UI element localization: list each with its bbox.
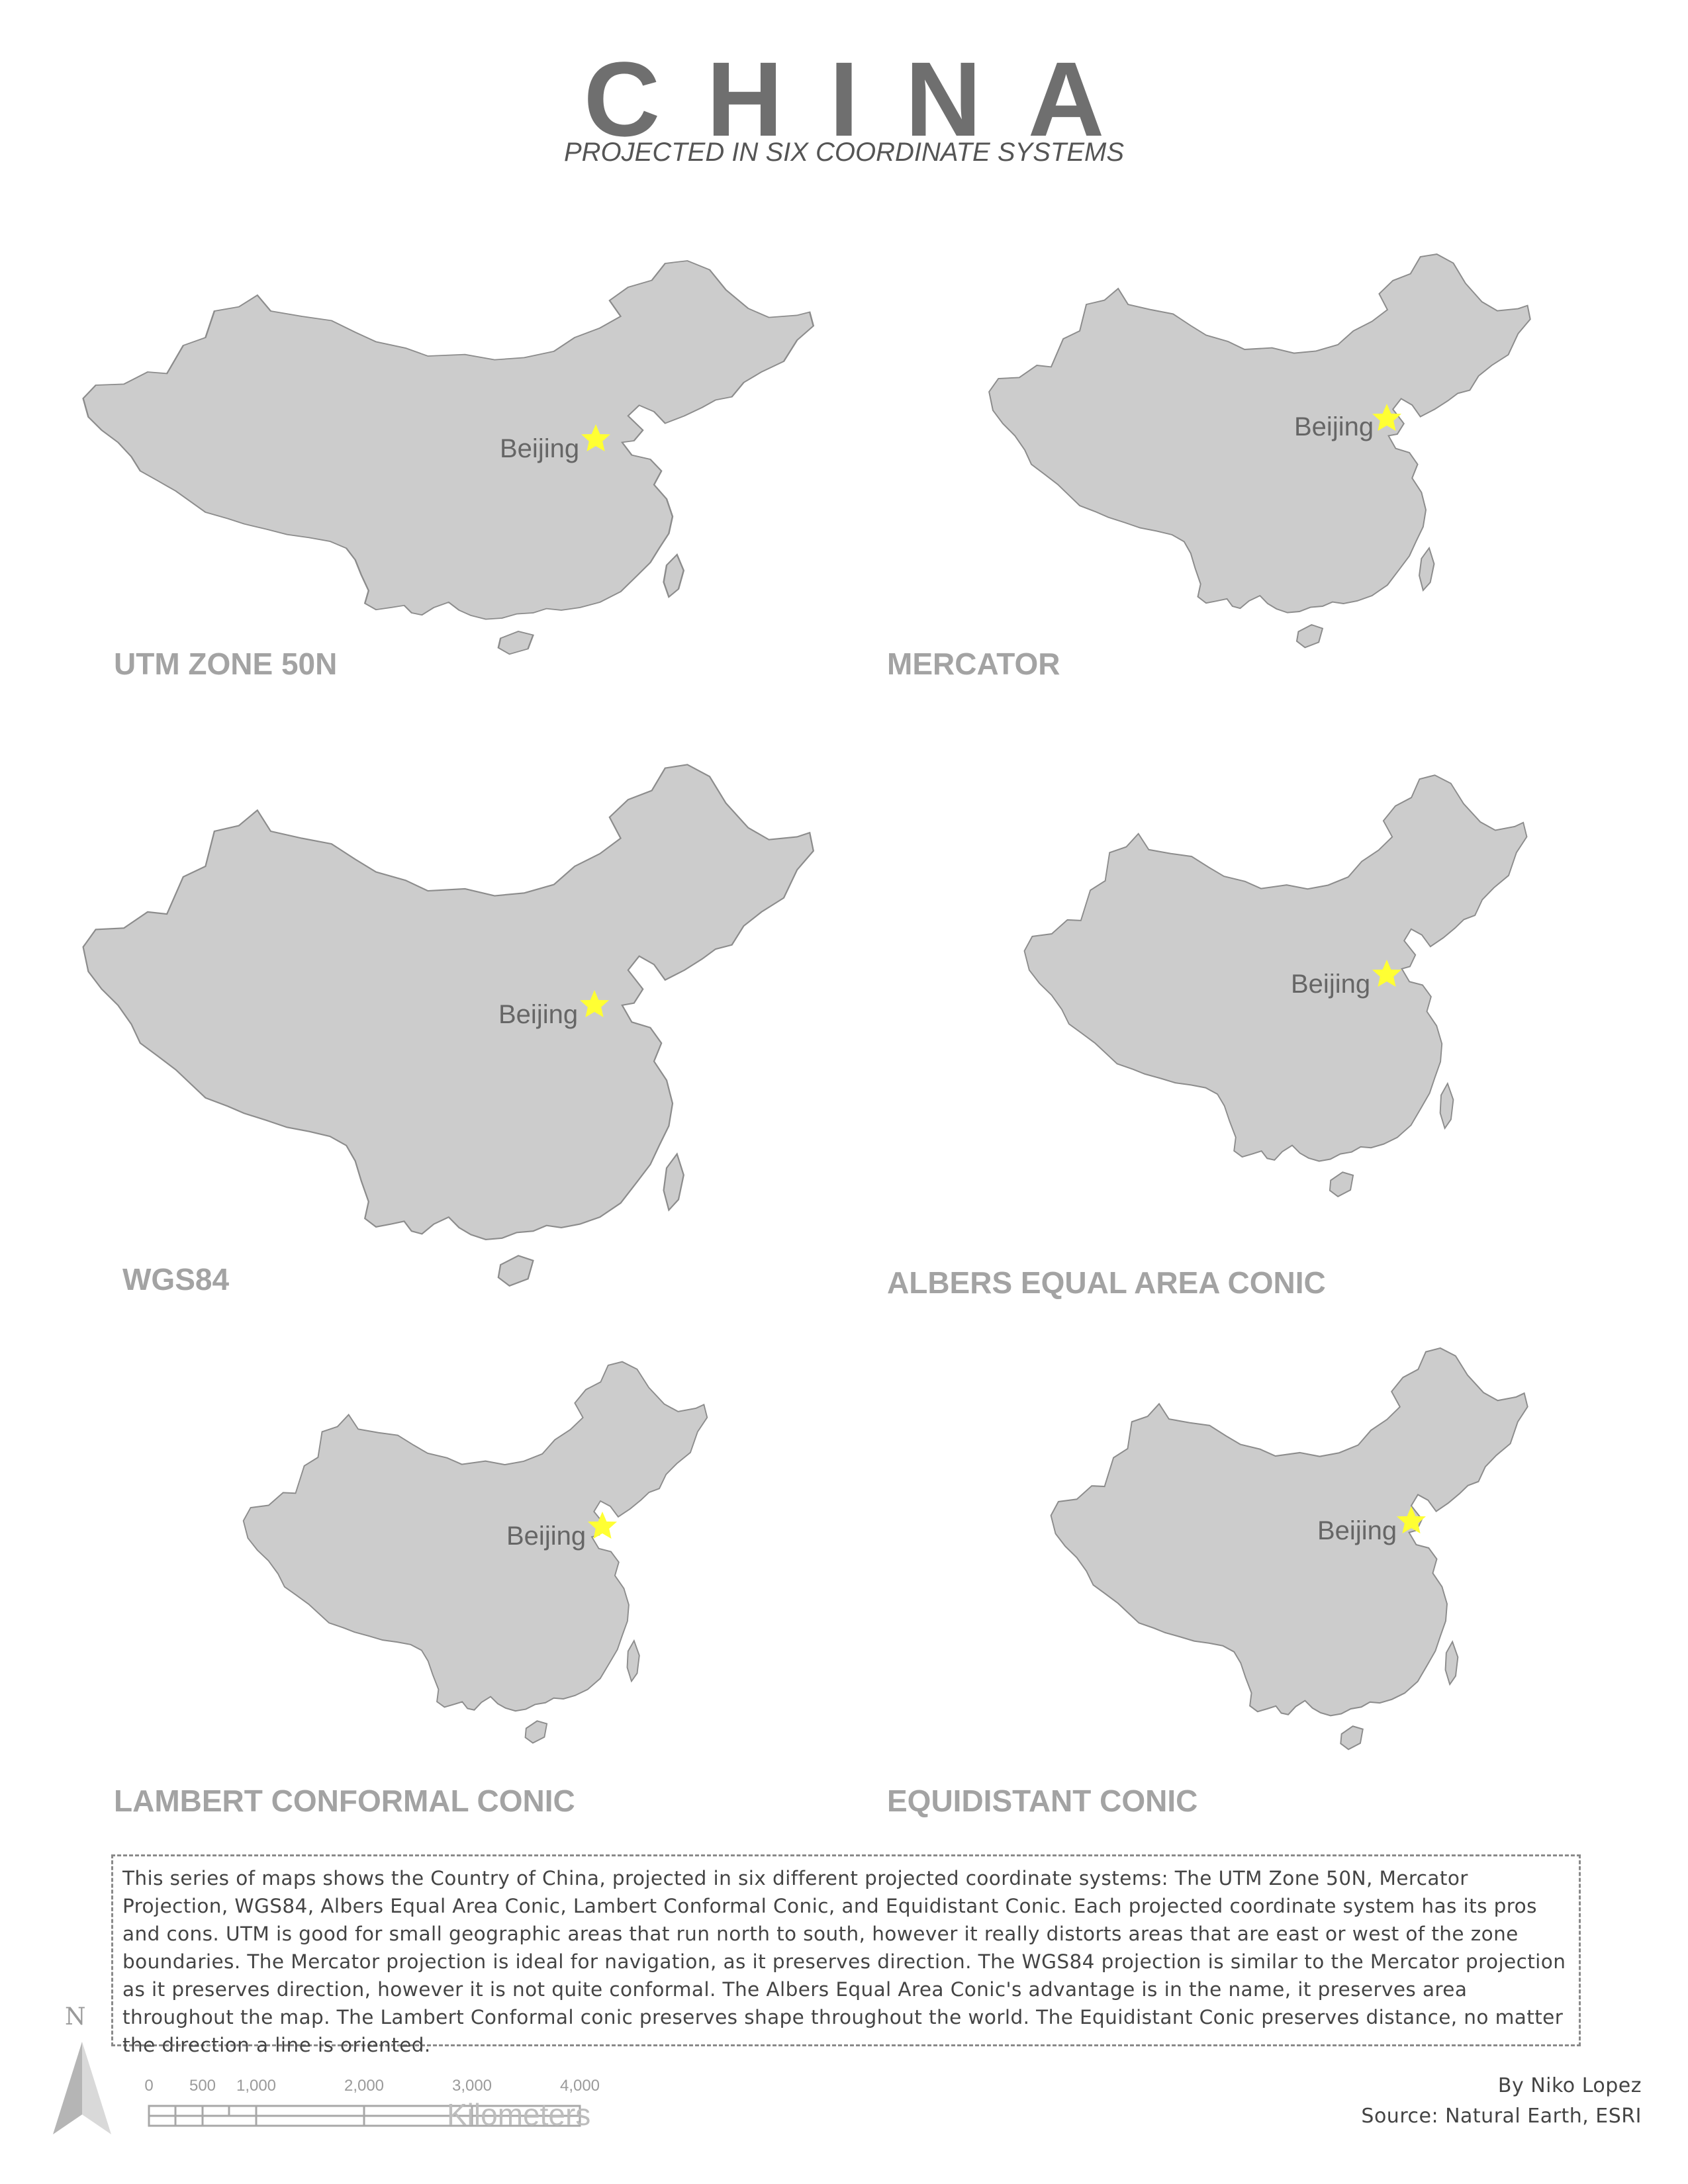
north-arrow: N [53, 2005, 119, 2138]
scale-tick-label: 1,000 [236, 2077, 277, 2095]
map-panel-mercator: Beijing MERCATOR [887, 251, 1549, 708]
scale-tick-label: 500 [189, 2077, 216, 2095]
scale-units: Kilometers [447, 2097, 591, 2132]
projection-label-lambert: LAMBERT CONFORMAL CONIC [114, 1784, 575, 1818]
projection-label-equidistant: EQUIDISTANT CONIC [887, 1784, 1198, 1818]
projection-label-utm: UTM ZONE 50N [114, 647, 338, 681]
map-panel-lambert: Beijing LAMBERT CONFORMAL CONIC [79, 1355, 821, 1827]
china-map-utm [82, 259, 815, 655]
scale-tick-label: 3,000 [451, 2077, 492, 2095]
scale-bar-graphic [148, 2105, 581, 2127]
scale-tick-label: 4,000 [559, 2077, 600, 2095]
source-credit: Source: Natural Earth, ESRI [1361, 2105, 1642, 2128]
beijing-label: Beijing [1294, 412, 1374, 441]
north-arrow-icon [53, 2042, 111, 2134]
map-panel-wgs84: Beijing WGS84 [79, 754, 821, 1337]
author-credit: By Niko Lopez [1497, 2074, 1642, 2097]
china-map-wgs84 [82, 764, 814, 1287]
scale-tick-label: 2,000 [344, 2077, 385, 2095]
china-map-mercator [988, 253, 1531, 649]
north-letter: N [65, 2003, 86, 2030]
description-box: This series of maps shows the Country of… [111, 1854, 1581, 2056]
scale-tick-label: 0 [144, 2077, 154, 2095]
china-map-equidistant [1041, 1341, 1550, 1772]
projection-label-albers: ALBERS EQUAL AREA CONIC [887, 1265, 1326, 1300]
map-title: CHINA [583, 40, 1151, 158]
beijing-label: Beijing [1291, 970, 1371, 999]
map-panel-utm: Beijing UTM ZONE 50N [79, 251, 821, 708]
projection-label-wgs84: WGS84 [122, 1262, 230, 1297]
china-map-lambert [234, 1355, 729, 1764]
beijing-label: Beijing [500, 434, 580, 463]
map-subtitle: PROJECTED IN SIX COORDINATE SYSTEMS [563, 138, 1125, 167]
map-panel-equidistant: Beijing EQUIDISTANT CONIC [887, 1341, 1550, 1827]
scale-bar: 0 500 1,000 2,000 3,000 4,000 [144, 2077, 609, 2144]
map-panel-albers: Beijing ALBERS EQUAL AREA CONIC [887, 768, 1550, 1324]
beijing-label: Beijing [498, 1000, 579, 1029]
projection-label-mercator: MERCATOR [887, 647, 1060, 681]
beijing-label: Beijing [1317, 1516, 1397, 1545]
beijing-label: Beijing [506, 1522, 586, 1551]
china-map-albers [1014, 768, 1550, 1220]
